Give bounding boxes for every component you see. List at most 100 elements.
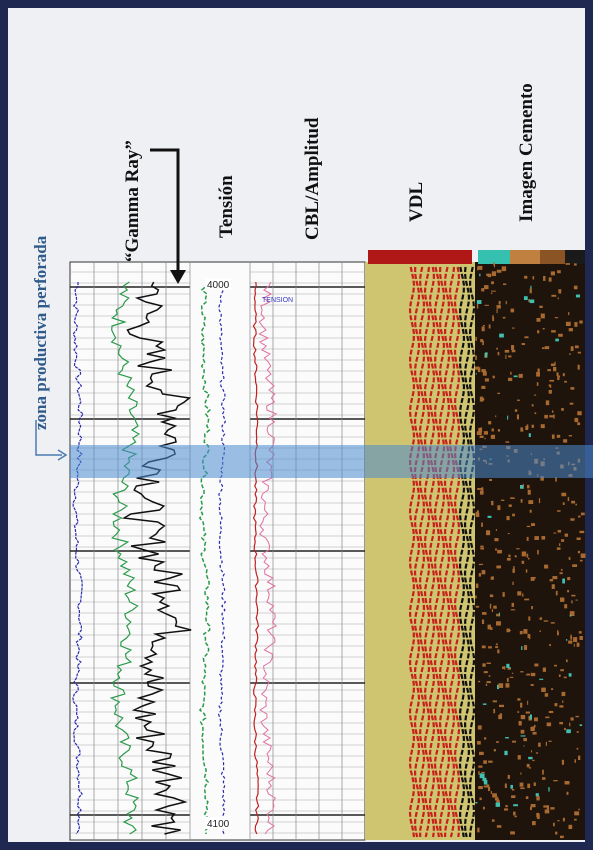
cement-speck — [511, 345, 515, 350]
cement-speck — [579, 635, 583, 640]
cement-speck — [520, 671, 524, 673]
cement-speck — [548, 389, 552, 394]
cement-speck — [511, 327, 515, 329]
cement-speck — [506, 677, 509, 682]
cement-speck — [569, 614, 572, 617]
cement-speck — [525, 569, 528, 573]
cement-speck — [525, 674, 531, 676]
cement-speck — [551, 688, 554, 691]
cement-speck — [481, 487, 484, 492]
cement-speck — [492, 315, 494, 319]
cement-speck — [554, 317, 559, 319]
cement-speck — [559, 705, 564, 708]
cement-speck — [489, 479, 493, 482]
cement-speck — [523, 745, 525, 747]
cement-speck — [512, 568, 515, 573]
cement-speck — [558, 289, 562, 294]
cement-speck — [525, 796, 529, 800]
cement-speck — [528, 299, 530, 302]
cement-speck — [514, 815, 517, 818]
cement-speck — [566, 791, 569, 795]
cement-speck — [540, 313, 545, 319]
vdl-label: VDL — [406, 182, 427, 222]
cement-speck — [495, 415, 497, 418]
cement-speck — [562, 578, 566, 584]
cement-speck — [547, 369, 552, 372]
cement-speck — [502, 666, 505, 670]
cement-speck — [531, 750, 533, 753]
cement-speck — [481, 645, 486, 649]
cement-speck — [570, 717, 574, 721]
cement-speck — [539, 630, 541, 632]
cement-speck — [483, 779, 488, 785]
cement-speck — [504, 783, 507, 789]
cement-speck — [493, 708, 496, 714]
vdl-wave — [438, 266, 446, 838]
cement-speck — [551, 584, 555, 589]
cement-speck — [538, 742, 541, 747]
cement-speck — [486, 784, 490, 788]
cement-speck — [516, 414, 520, 420]
cement-speck — [482, 612, 487, 615]
cement-speck — [574, 263, 577, 266]
cement-speck — [549, 379, 554, 382]
cement-speck — [557, 297, 559, 300]
cement-speck — [482, 806, 485, 810]
cement-speck — [479, 273, 481, 277]
cement-speck — [487, 515, 492, 518]
cement-speck — [559, 721, 564, 725]
cement-speck — [542, 777, 546, 780]
cement-speck — [574, 818, 577, 821]
cement-speck — [557, 632, 559, 636]
cement-speck — [511, 349, 516, 353]
cement-speck — [527, 484, 530, 489]
cement-speck — [544, 809, 550, 814]
cement-speck — [505, 737, 509, 739]
cement-speck — [575, 294, 581, 298]
cement-speck — [568, 312, 570, 316]
cement-speck — [527, 557, 530, 560]
cement-speck — [561, 408, 564, 411]
cement-speck — [534, 663, 539, 667]
cement-speck — [518, 373, 523, 378]
cement-speck — [566, 639, 568, 641]
cement-speck — [486, 681, 491, 684]
cement-speck — [531, 523, 536, 527]
cement-speck — [478, 765, 483, 768]
cement-speck — [575, 503, 578, 506]
cement-speck — [488, 646, 492, 649]
cement-speck — [568, 556, 571, 560]
cbl-pink — [258, 281, 278, 835]
cement-speck — [573, 643, 575, 647]
cement-speck — [514, 555, 517, 558]
cement-speck — [508, 504, 512, 507]
cement-speck — [475, 605, 480, 608]
cement-speck — [483, 671, 488, 674]
cement-speck — [520, 499, 523, 503]
vdl-wave — [423, 266, 431, 838]
cement-speck — [498, 683, 504, 688]
cement-speck — [486, 530, 491, 536]
caliper-curve — [72, 281, 85, 835]
cement-speck — [475, 373, 477, 375]
cement-speck — [543, 805, 548, 808]
cement-speck — [578, 631, 582, 634]
cement-speck — [477, 265, 483, 270]
cement-speck — [491, 819, 495, 822]
cement-speck — [575, 715, 579, 718]
cement-speck — [525, 711, 530, 714]
cement-speck — [488, 324, 491, 329]
cement-speck — [548, 277, 552, 282]
cement-speck — [513, 566, 515, 570]
cement-speck — [562, 502, 565, 505]
cement-speck — [530, 672, 536, 677]
tension-blue — [217, 281, 227, 835]
cement-speck — [493, 605, 497, 609]
cement-speck — [546, 805, 550, 810]
cement-speck — [528, 433, 531, 438]
cement-speck — [553, 532, 557, 534]
cement-speck — [549, 579, 554, 582]
cement-speck — [486, 273, 491, 276]
cement-speck — [520, 729, 525, 734]
cement-speck — [551, 434, 555, 439]
